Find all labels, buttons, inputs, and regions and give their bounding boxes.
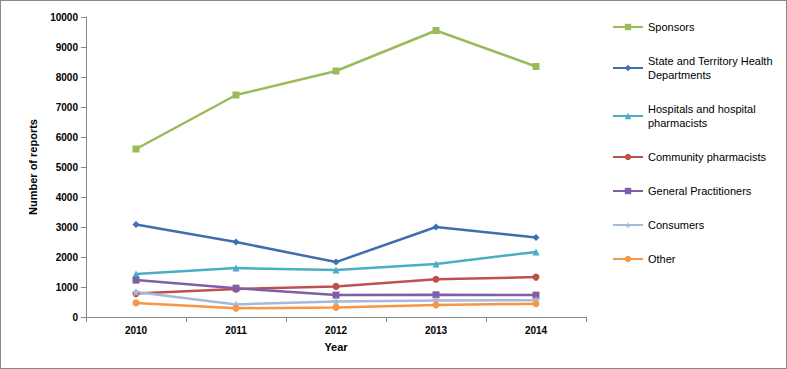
- svg-text:1000: 1000: [56, 282, 79, 293]
- svg-text:Hospitals and hospital: Hospitals and hospital: [648, 103, 759, 115]
- svg-text:2013: 2013: [425, 325, 448, 336]
- svg-text:Consumers: Consumers: [648, 219, 705, 231]
- svg-text:Departments: Departments: [648, 69, 711, 81]
- svg-text:9000: 9000: [56, 42, 79, 53]
- svg-text:Community pharmacists: Community pharmacists: [648, 151, 766, 163]
- svg-text:7000: 7000: [56, 102, 79, 113]
- svg-text:2000: 2000: [56, 252, 79, 263]
- svg-text:pharmacists: pharmacists: [648, 117, 708, 129]
- svg-text:2010: 2010: [125, 325, 148, 336]
- svg-text:3000: 3000: [56, 222, 79, 233]
- svg-text:2011: 2011: [225, 325, 247, 336]
- svg-text:10000: 10000: [50, 12, 78, 23]
- svg-text:General Practitioners: General Practitioners: [648, 185, 752, 197]
- svg-text:Other: Other: [648, 253, 676, 265]
- svg-text:Number of reports: Number of reports: [27, 119, 39, 215]
- svg-text:Year: Year: [324, 341, 348, 353]
- svg-text:0: 0: [72, 312, 78, 323]
- svg-text:Sponsors: Sponsors: [648, 21, 695, 33]
- svg-text:2014: 2014: [525, 325, 548, 336]
- svg-text:6000: 6000: [56, 132, 79, 143]
- svg-text:8000: 8000: [56, 72, 79, 83]
- svg-text:4000: 4000: [56, 192, 79, 203]
- svg-text:5000: 5000: [56, 162, 79, 173]
- svg-text:2012: 2012: [325, 325, 348, 336]
- svg-text:State and Territory Health: State and Territory Health: [648, 55, 776, 67]
